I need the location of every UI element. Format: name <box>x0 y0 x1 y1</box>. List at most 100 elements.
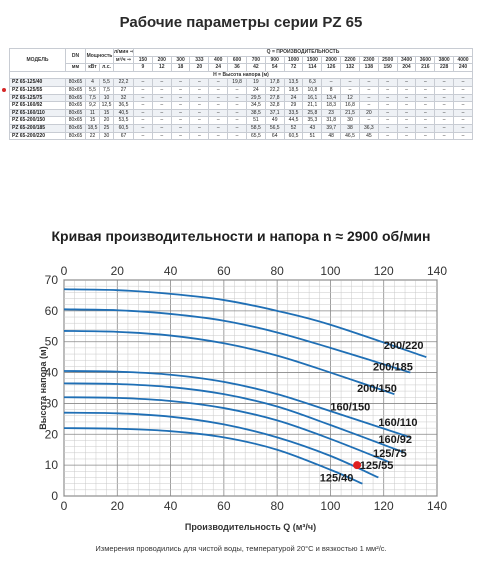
cell-head: – <box>208 131 229 141</box>
lmin-value: 200 <box>151 55 172 65</box>
lmin-value: 3600 <box>415 55 436 65</box>
x-tick-label-bottom: 100 <box>320 499 340 513</box>
cell-head: – <box>227 116 247 125</box>
cell-head: – <box>396 93 417 103</box>
cell-head: – <box>415 116 436 125</box>
y-tick-label: 50 <box>45 335 59 349</box>
cell-head: – <box>227 101 247 110</box>
cell-head: 36,3 <box>358 123 379 133</box>
table-row: PZ 65-160/110 80x65 11 15 40,5– – – – – –38,5 37,1… <box>9 108 473 118</box>
cell-head: – <box>396 123 417 133</box>
cell-head: 24 <box>245 85 266 95</box>
cell-head: 44,5 <box>283 116 304 125</box>
cell-head: 52 <box>283 123 304 133</box>
cell-hp: 25 <box>99 123 114 133</box>
m3h-value: 54 <box>264 63 285 72</box>
cell-head: – <box>434 116 455 125</box>
cell-head: 16,8 <box>340 101 360 110</box>
curve-label: 160/110 <box>378 417 417 429</box>
curve-160-110 <box>63 370 411 439</box>
cell-head: – <box>133 131 153 141</box>
cell-head: 67 <box>113 131 134 141</box>
cell-head: 48 <box>321 131 342 141</box>
x-tick-label-bottom: 120 <box>374 499 394 513</box>
m3h-value: 204 <box>396 63 417 72</box>
m3h-value: 9 <box>133 63 153 72</box>
cell-head: 25,8 <box>302 108 323 118</box>
cell-model: PZ 65-200/185 <box>9 123 66 133</box>
m3h-value: 18 <box>170 63 191 72</box>
curve-label: 125/75 <box>373 448 407 460</box>
chart-title: Кривая производительности и напора n ≈ 2… <box>51 228 431 244</box>
cell-head: 30 <box>340 116 360 125</box>
highlight-dot-icon <box>2 88 6 93</box>
cell-head: – <box>377 85 398 95</box>
m3h-value: 240 <box>453 63 473 72</box>
unit-unit_kw: кВт <box>85 63 100 72</box>
cell-head: 23 <box>321 108 342 118</box>
curve-160-92 <box>63 382 406 454</box>
cell-head: 16,1 <box>302 93 323 103</box>
table-row: PZ 65-125/75 80x65 7,5 10 32– – – – – –29,5 27,8 24… <box>9 93 473 103</box>
cell-model: PZ 65-200/220 <box>9 131 66 141</box>
curve-125-40 <box>63 427 363 485</box>
operating-point-marker <box>353 461 362 470</box>
unit-m3h-label: м³/ч ⇒ <box>113 55 134 65</box>
cell-head: – <box>133 108 153 118</box>
cell-hp: 30 <box>99 131 114 141</box>
cell-head: 46,5 <box>340 131 360 141</box>
cell-hp: 15 <box>99 108 114 118</box>
col-model: МОДЕЛЬ <box>9 48 66 72</box>
cell-dn: 80x65 <box>65 78 86 87</box>
cell-head: – <box>396 131 417 141</box>
cell-head: – <box>133 123 153 133</box>
cell-dn: 80x65 <box>65 116 86 125</box>
cell-kw: 18,5 <box>85 123 100 133</box>
cell-head: – <box>415 123 436 133</box>
cell-hp: 20 <box>99 116 114 125</box>
cell-head: 33,5 <box>283 108 304 118</box>
cell-head: – <box>434 78 455 87</box>
y-tick-label: 40 <box>45 366 59 380</box>
cell-head: – <box>133 93 153 103</box>
cell-head: – <box>434 108 455 118</box>
cell-head: – <box>133 116 153 125</box>
cell-head: 32,8 <box>264 101 285 110</box>
cell-head: 39,7 <box>321 123 342 133</box>
cell-head: – <box>151 78 172 87</box>
unit-unit_mm: мм <box>65 63 86 72</box>
cell-head: 21,1 <box>302 101 323 110</box>
cell-kw: 4 <box>85 78 100 87</box>
cell-head: – <box>453 116 473 125</box>
x-tick-label-top: 40 <box>164 264 178 278</box>
cell-head: – <box>170 108 191 118</box>
m3h-value: 24 <box>208 63 229 72</box>
cell-head: 49 <box>264 116 285 125</box>
cell-head: – <box>170 123 191 133</box>
x-tick-label-bottom: 20 <box>111 499 125 513</box>
cell-head: – <box>340 85 360 95</box>
cell-model: PZ 65-160/110 <box>9 108 66 118</box>
cell-kw: 15 <box>85 116 100 125</box>
cell-hp: 5,5 <box>99 78 114 87</box>
cell-head: 22,2 <box>113 78 134 87</box>
cell-head: 27,8 <box>264 93 285 103</box>
cell-head: – <box>377 78 398 87</box>
unit-blank <box>113 63 134 72</box>
lmin-value: 1000 <box>283 55 304 65</box>
cell-head: – <box>208 116 229 125</box>
cell-head: – <box>189 116 210 125</box>
cell-head: 27 <box>113 85 134 95</box>
cell-head: – <box>151 108 172 118</box>
lmin-value: 3800 <box>434 55 455 65</box>
cell-head: 65,5 <box>245 131 266 141</box>
curve-label: 200/185 <box>373 361 413 373</box>
cell-head: 8 <box>321 85 342 95</box>
cell-head: – <box>208 85 229 95</box>
lmin-value: 3400 <box>396 55 417 65</box>
cell-head: 56,5 <box>264 123 285 133</box>
cell-head: – <box>189 85 210 95</box>
cell-head: 24 <box>283 93 304 103</box>
lmin-value: 2200 <box>340 55 360 65</box>
x-tick-label-top: 100 <box>320 264 340 278</box>
